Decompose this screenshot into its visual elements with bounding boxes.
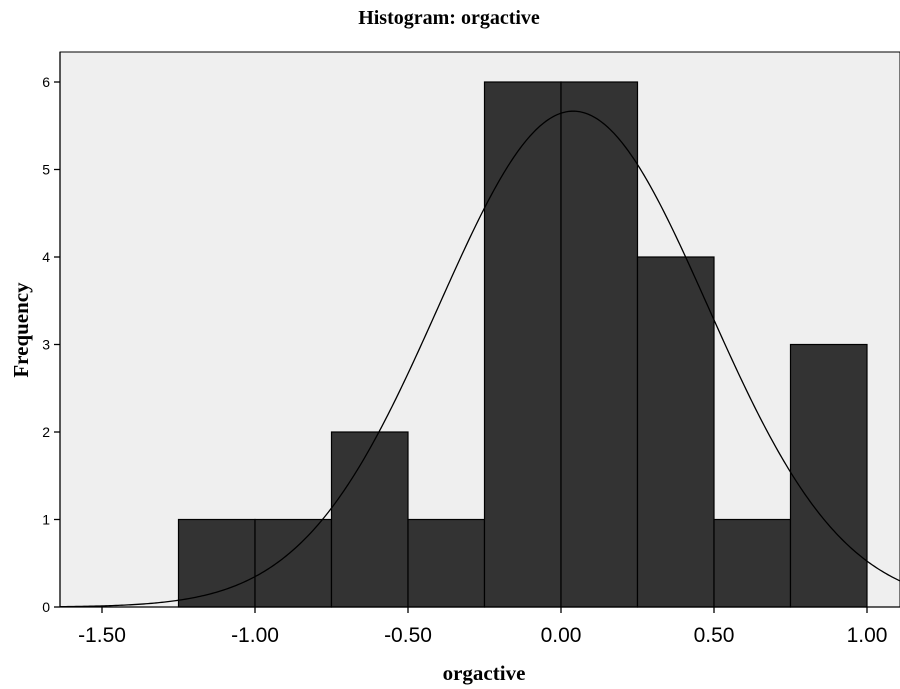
histogram-bar-5 xyxy=(560,81,639,608)
chart-title: Histogram: orgactive xyxy=(358,7,540,29)
x-axis-ticks: -1.50 -1.00 -0.50 0.00 0.50 1.00 xyxy=(78,607,887,647)
y-tick-label: 5 xyxy=(42,162,50,178)
x-tick-label: 0.00 xyxy=(541,624,582,647)
histogram-bar-2 xyxy=(330,431,409,608)
y-tick-label: 2 xyxy=(42,424,50,440)
plot-area xyxy=(59,51,900,608)
y-tick-label: 3 xyxy=(42,337,50,353)
x-axis-label: orgactive xyxy=(443,661,526,685)
normal-curve-line xyxy=(59,110,900,608)
y-axis-ticks: 0 1 2 3 4 5 6 xyxy=(42,74,60,615)
x-tick-label: -0.50 xyxy=(384,624,432,647)
histogram-bar-4 xyxy=(483,81,562,608)
histogram-bar-3 xyxy=(407,518,486,608)
histogram-bar-1 xyxy=(254,518,333,608)
y-tick-label: 6 xyxy=(42,74,50,90)
y-tick-label: 1 xyxy=(42,512,50,528)
y-tick-label: 0 xyxy=(42,599,50,615)
bars-group xyxy=(177,81,868,608)
y-tick-label: 4 xyxy=(42,249,50,265)
x-tick-label: -1.50 xyxy=(78,624,126,647)
x-tick-label: 0.50 xyxy=(694,624,735,647)
histogram-bar-6 xyxy=(636,256,715,608)
histogram-bar-8 xyxy=(789,343,868,608)
x-tick-label: 1.00 xyxy=(847,624,888,647)
x-tick-label: -1.00 xyxy=(231,624,279,647)
histogram-bar-0 xyxy=(177,518,256,608)
histogram-bar-7 xyxy=(713,518,792,608)
y-axis-label: Frequency xyxy=(9,282,33,378)
